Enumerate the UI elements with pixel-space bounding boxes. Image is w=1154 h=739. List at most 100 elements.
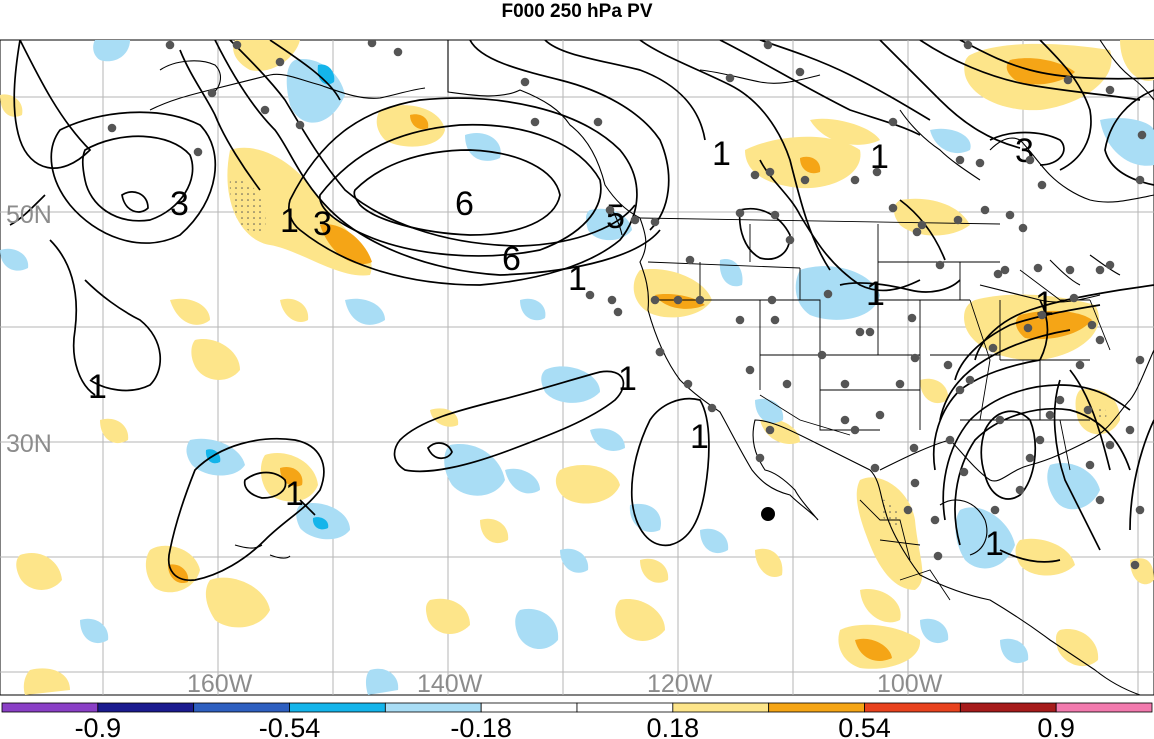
- colorbar-swatch: [768, 702, 865, 713]
- station-dot: [650, 295, 660, 305]
- station-dot: [1025, 155, 1035, 165]
- colorbar-swatch: [289, 702, 386, 713]
- station-dot: [765, 167, 775, 177]
- station-dot: [630, 215, 640, 225]
- station-dot: [207, 88, 217, 98]
- station-dot: [770, 315, 780, 325]
- contour-label: 1: [870, 138, 889, 176]
- station-dot: [870, 463, 880, 473]
- contour-label: 1: [690, 418, 709, 456]
- station-dot: [963, 40, 973, 50]
- station-dot: [232, 40, 242, 50]
- station-dot: [165, 40, 175, 50]
- station-dot: [1018, 223, 1028, 233]
- station-dot: [1137, 130, 1147, 140]
- lon-label-100w: 100W: [877, 670, 943, 698]
- station-dot: [1125, 425, 1135, 435]
- station-dot: [1069, 293, 1079, 303]
- station-dot: [955, 385, 965, 395]
- contour-label: 1: [568, 260, 587, 298]
- station-dot: [912, 227, 922, 237]
- station-dot: [1105, 85, 1115, 95]
- colorbar: -0.9 -0.54 -0.18 0.18 0.54 0.9: [1, 702, 1153, 739]
- station-dot: [770, 210, 780, 220]
- station-dot: [1005, 210, 1015, 220]
- map-frame: [0, 39, 1154, 696]
- station-dot: [1063, 75, 1073, 85]
- station-dot: [1075, 360, 1085, 370]
- station-dot: [650, 217, 660, 227]
- station-dot: [865, 327, 875, 337]
- station-dot: [1033, 263, 1043, 273]
- station-dot: [903, 505, 913, 515]
- station-dot: [995, 415, 1005, 425]
- contour-label: 1: [712, 135, 731, 173]
- colorbar-swatch: [480, 702, 578, 713]
- station-dot: [605, 205, 615, 215]
- station-dot: [1087, 320, 1097, 330]
- colorbar-swatch: [1, 702, 99, 713]
- station-dot: [685, 255, 695, 265]
- station-dot: [1095, 265, 1105, 275]
- station-dot: [782, 379, 792, 389]
- station-dot: [990, 505, 1000, 515]
- station-dot: [585, 290, 595, 300]
- station-dot: [1095, 495, 1105, 505]
- station-dot: [1023, 323, 1033, 333]
- station-dot: [767, 295, 777, 305]
- station-dot: [795, 67, 805, 77]
- station-dot: [988, 343, 998, 353]
- contour-label: 6: [502, 240, 521, 278]
- station-dot: [980, 205, 990, 215]
- station-dot: [888, 117, 898, 127]
- station-dot: [1015, 485, 1025, 495]
- contour-label: 1: [866, 275, 885, 313]
- colorbar-label: -0.18: [450, 713, 512, 739]
- station-dot: [953, 215, 963, 225]
- station-dot: [695, 295, 705, 305]
- station-dot: [520, 77, 530, 87]
- station-dot: [955, 155, 965, 165]
- colorbar-label: -0.9: [75, 713, 122, 739]
- station-dot: [655, 347, 665, 357]
- station-dot: [817, 350, 827, 360]
- station-dot: [1025, 453, 1035, 463]
- station-dot: [945, 435, 955, 445]
- colorbar-label: -0.54: [259, 713, 321, 739]
- state-borders: [639, 217, 1111, 601]
- contour-label: 3: [313, 205, 332, 243]
- station-dot: [800, 175, 810, 185]
- colorbar-swatch: [864, 702, 961, 713]
- contour-label: 6: [455, 185, 474, 223]
- contour-label: 1: [280, 202, 299, 240]
- station-dot: [755, 453, 765, 463]
- contour-label: 1: [88, 368, 107, 406]
- station-dot: [295, 120, 305, 130]
- station-dot: [1000, 265, 1010, 275]
- station-dot: [875, 410, 885, 420]
- colorbar-swatch: [959, 702, 1057, 713]
- lat-label-50n: 50N: [6, 201, 52, 229]
- station-dot: [965, 375, 975, 385]
- station-dot: [735, 315, 745, 325]
- station-dot: [823, 289, 833, 299]
- station-dot: [855, 327, 865, 337]
- station-dot: [1105, 260, 1115, 270]
- station-dot: [193, 147, 203, 157]
- station-dot: [763, 40, 773, 50]
- contour-label: 3: [170, 185, 189, 223]
- station-dot: [593, 117, 603, 127]
- station-dot: [1045, 410, 1055, 420]
- station-dot: [1135, 175, 1145, 185]
- station-dot: [850, 425, 860, 435]
- lon-label-160w: 160W: [187, 670, 253, 698]
- station-dot: [1065, 265, 1075, 275]
- station-dot: [840, 379, 850, 389]
- station-dot: [872, 167, 882, 177]
- map-title: F000 250 hPa PV: [501, 1, 653, 22]
- station-dot: [750, 170, 760, 180]
- station-dot: [1037, 180, 1047, 190]
- highlight-station-marker: [761, 507, 775, 521]
